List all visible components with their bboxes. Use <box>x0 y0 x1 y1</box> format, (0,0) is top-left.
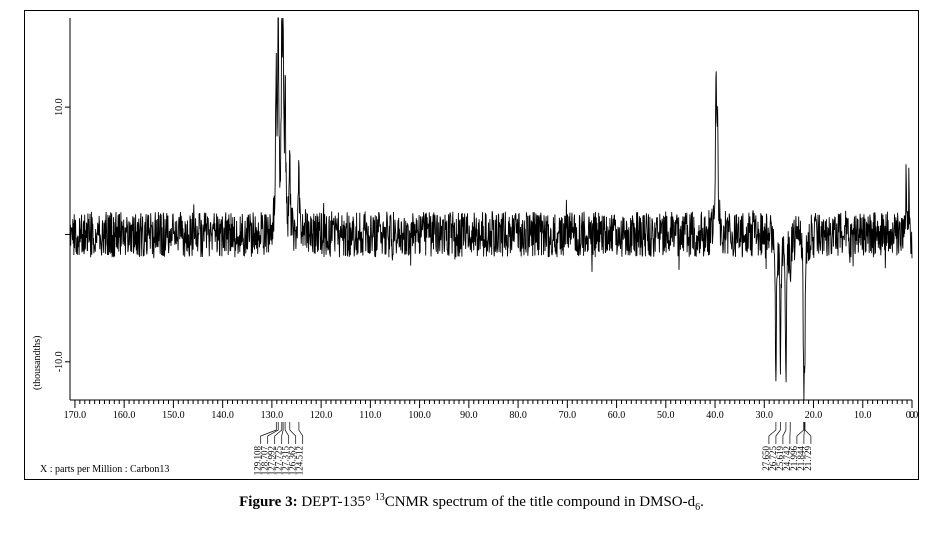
svg-text:160.0: 160.0 <box>113 410 136 421</box>
svg-text:20.0: 20.0 <box>805 410 823 421</box>
caption-part-2: CNMR spectrum of the title compound in D… <box>385 494 695 510</box>
caption-sup: 13 <box>375 492 385 503</box>
spectrum-svg: -10.0 10.0 (thousandths) 170.0 160.0 150.0 140… <box>24 10 919 480</box>
caption-part-3: . <box>700 494 704 510</box>
svg-text:0: 0 <box>910 410 915 421</box>
svg-text:40.0: 40.0 <box>706 410 724 421</box>
svg-text:110.0: 110.0 <box>359 410 381 421</box>
svg-text:100.0: 100.0 <box>408 410 431 421</box>
svg-text:90.0: 90.0 <box>460 410 478 421</box>
svg-text:-10.0: -10.0 <box>54 351 65 372</box>
figure-label: Figure 3: <box>239 494 297 510</box>
svg-text:140.0: 140.0 <box>211 410 234 421</box>
svg-text:30.0: 30.0 <box>756 410 774 421</box>
svg-text:80.0: 80.0 <box>509 410 527 421</box>
svg-text:60.0: 60.0 <box>608 410 626 421</box>
svg-text:170.0: 170.0 <box>64 410 87 421</box>
svg-text:21.729: 21.729 <box>803 446 813 471</box>
caption-part-1: DEPT-135° <box>298 494 375 510</box>
svg-text:(thousandths): (thousandths) <box>32 336 43 390</box>
svg-text:150.0: 150.0 <box>162 410 185 421</box>
figure-caption: Figure 3: DEPT-135° 13CNMR spectrum of t… <box>24 492 919 513</box>
svg-text:10.0: 10.0 <box>54 98 65 116</box>
svg-text:70.0: 70.0 <box>559 410 577 421</box>
svg-text:10.0: 10.0 <box>854 410 872 421</box>
svg-text:50.0: 50.0 <box>657 410 675 421</box>
svg-text:120.0: 120.0 <box>310 410 333 421</box>
figure-container: -10.0 10.0 (thousandths) 170.0 160.0 150.0 140… <box>0 0 943 552</box>
svg-text:X : parts per Million : Carbon: X : parts per Million : Carbon13 <box>40 464 169 475</box>
spectrum-plot: -10.0 10.0 (thousandths) 170.0 160.0 150.0 140… <box>24 10 919 480</box>
svg-text:124.512: 124.512 <box>295 446 305 475</box>
svg-text:130.0: 130.0 <box>261 410 284 421</box>
